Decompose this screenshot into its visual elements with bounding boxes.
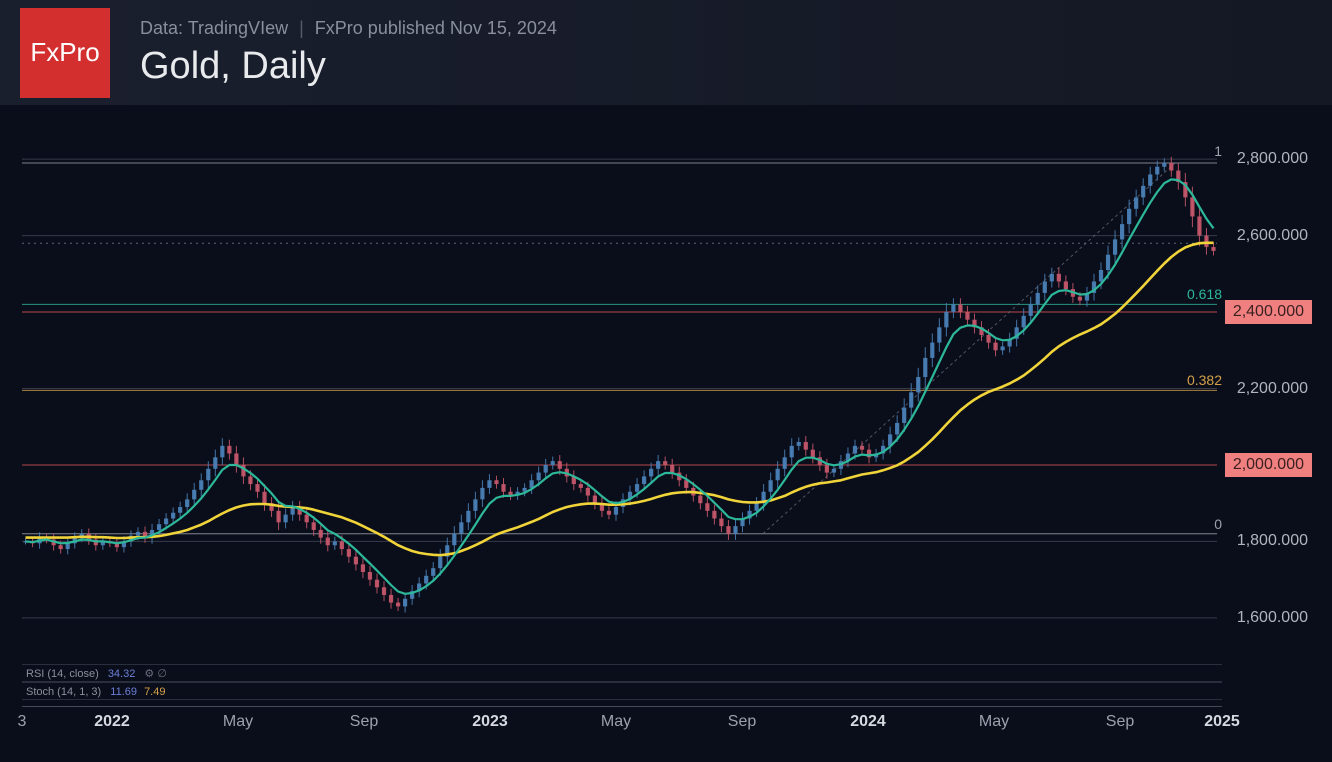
x-axis-tick: May xyxy=(223,713,253,731)
rsi-indicator-row[interactable]: RSI (14, close) 34.32 ⚙ ∅ xyxy=(22,664,1222,682)
y-axis-label: 1,600.000 xyxy=(1233,607,1312,629)
x-axis-tick: 2022 xyxy=(94,713,130,731)
publish-info: FxPro published Nov 15, 2024 xyxy=(315,18,557,38)
rsi-label: RSI (14, close) xyxy=(26,668,99,680)
x-axis-tick: 2025 xyxy=(1204,713,1240,731)
fib-level-label: 0 xyxy=(1214,516,1222,532)
x-axis-tick: 2024 xyxy=(850,713,886,731)
x-axis-tick: 2023 xyxy=(472,713,508,731)
stoch-value-d: 7.49 xyxy=(144,686,165,698)
fib-level-label: 1 xyxy=(1214,143,1222,159)
y-axis-label: 2,800.000 xyxy=(1233,148,1312,170)
x-axis-tick: 3 xyxy=(18,713,27,731)
x-axis-tick: Sep xyxy=(728,713,756,731)
x-axis-tick: May xyxy=(601,713,631,731)
fxpro-logo: FxPro xyxy=(20,8,110,98)
stoch-label: Stoch (14, 1, 3) xyxy=(26,686,101,698)
y-axis-label: 2,000.000 xyxy=(1225,453,1312,477)
gear-icon[interactable]: ⚙ ∅ xyxy=(144,668,167,680)
x-axis: 32022MaySep2023MaySep2024MaySep2025 xyxy=(22,706,1222,732)
x-axis-tick: Sep xyxy=(1106,713,1134,731)
chart-area[interactable]: 2,800.000 2,600.000 2,400.000 2,200.000 2,00… xyxy=(22,135,1312,702)
header-meta: Data: TradingVIew | FxPro published Nov … xyxy=(140,18,557,39)
y-axis-label: 1,800.000 xyxy=(1233,530,1312,552)
y-axis-label: 2,400.000 xyxy=(1225,300,1312,324)
rsi-value: 34.32 xyxy=(108,668,136,680)
y-axis-label: 2,600.000 xyxy=(1233,225,1312,247)
header-text: Data: TradingVIew | FxPro published Nov … xyxy=(140,18,557,88)
stoch-value-k: 11.69 xyxy=(110,686,137,698)
data-source: Data: TradingVIew xyxy=(140,18,288,38)
fib-level-label: 0.382 xyxy=(1187,372,1222,388)
x-axis-tick: Sep xyxy=(350,713,378,731)
header-bar: FxPro Data: TradingVIew | FxPro publishe… xyxy=(0,0,1332,105)
price-chart-svg xyxy=(22,135,1312,702)
x-axis-tick: May xyxy=(979,713,1009,731)
chart-title: Gold, Daily xyxy=(140,45,557,88)
meta-separator: | xyxy=(299,18,304,38)
stoch-indicator-row[interactable]: Stoch (14, 1, 3) 11.69 7.49 xyxy=(22,682,1222,700)
y-axis-label: 2,200.000 xyxy=(1233,378,1312,400)
fib-level-label: 0.618 xyxy=(1187,286,1222,302)
